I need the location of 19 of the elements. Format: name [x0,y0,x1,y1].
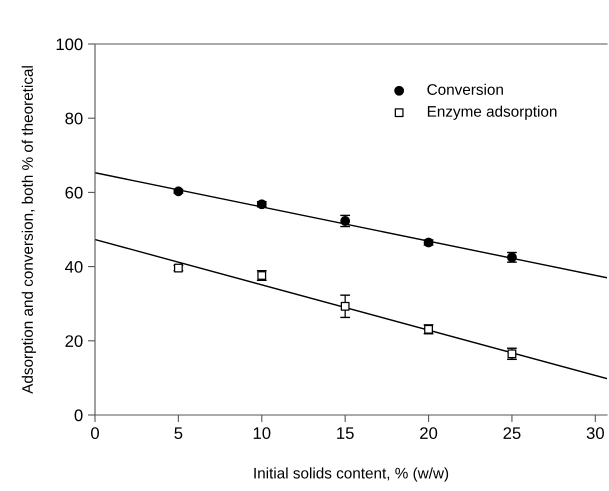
y-tick-label: 60 [66,186,83,199]
point [173,186,184,196]
x-tick-label: 5 [174,427,182,440]
point [340,302,350,311]
x-axis-title: Initial solids content, % (w/w) [254,467,448,482]
x-tick-label: 0 [91,427,99,440]
y-tick-label: 80 [65,112,83,124]
x-tick-label: 15 [337,427,354,440]
y-tick-label: 20 [65,335,83,348]
legend-label: Enzyme adsorption [428,106,556,120]
legend-label: Conversion [427,84,503,95]
y-tick-label: 40 [65,261,83,273]
x-tick-label: 10 [254,427,270,440]
y-axis-title: Adsorption and conversion, both % of theoretical [22,66,36,394]
x-tick-label: 30 [586,427,604,440]
x-tick-label: 25 [504,427,521,440]
y-tick-label: 0 [74,409,83,422]
y-tick-label: 100 [56,38,83,50]
x-tick-label: 20 [420,427,438,440]
